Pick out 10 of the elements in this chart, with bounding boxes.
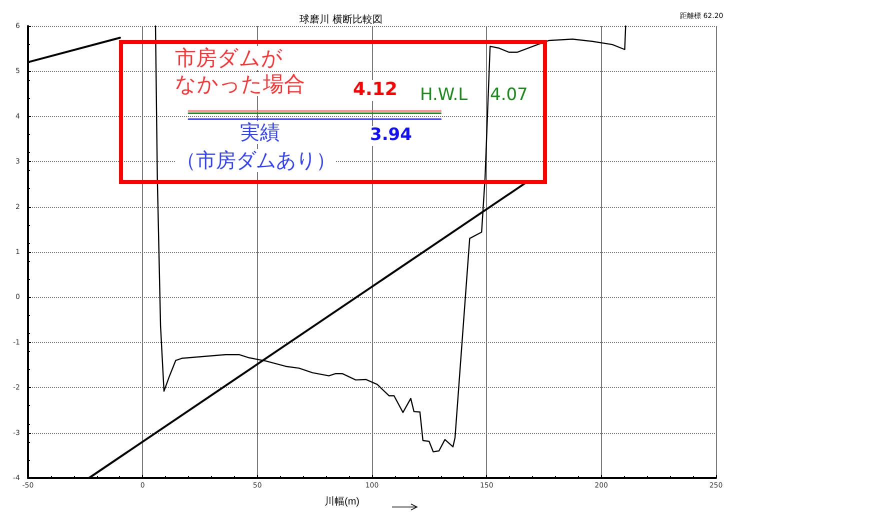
x-axis-title: 川幅(m)	[324, 496, 360, 508]
annotation: 3.94	[370, 125, 412, 146]
annotation: H.W.L	[420, 85, 468, 106]
annotation: なかった場合	[175, 72, 305, 96]
annotation: （市房ダムあり）	[176, 148, 336, 172]
chart-title: 球磨川 横断比較図	[299, 14, 383, 26]
annotation: 4.07	[490, 85, 528, 106]
annotation: 実績	[240, 120, 280, 144]
annotation: 4.12	[353, 79, 398, 101]
annotation: 市房ダムが	[175, 46, 283, 70]
